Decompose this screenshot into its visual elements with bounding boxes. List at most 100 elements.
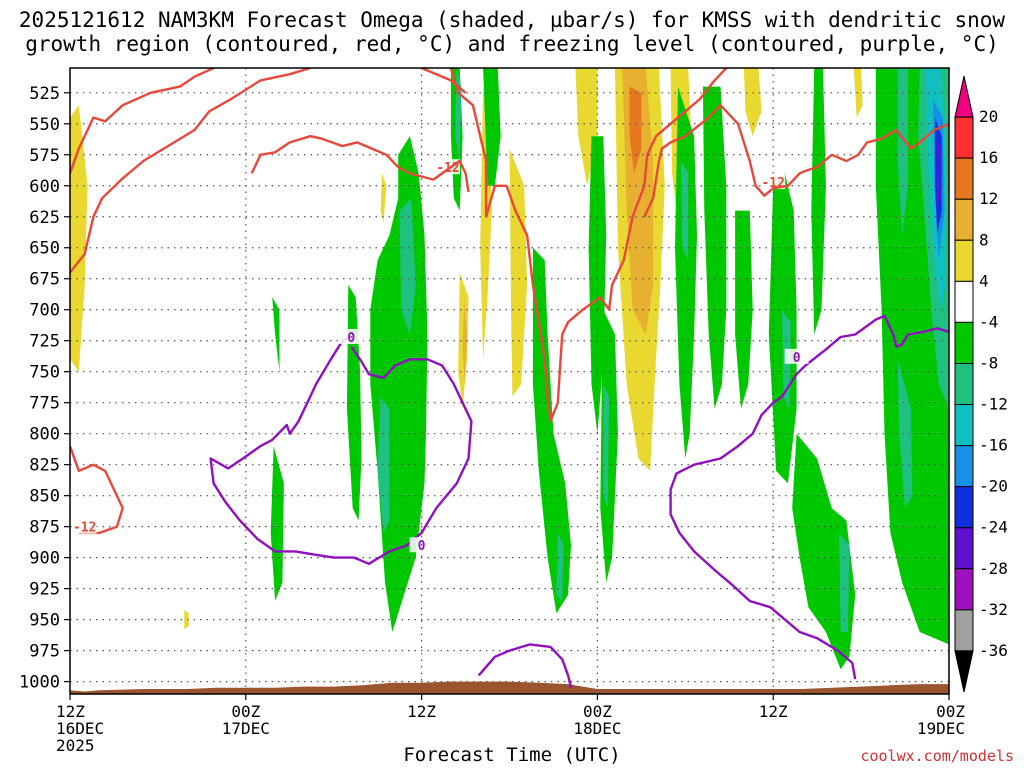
- y-tick-label-675: 675: [29, 270, 60, 290]
- credit-text: coolwx.com/models: [860, 747, 1014, 765]
- colorbar-bin-6: [954, 321, 974, 364]
- omega-region-15: [272, 297, 280, 372]
- freezing-contour-label-2: 0: [793, 351, 801, 366]
- colorbar-bin-1: [954, 116, 974, 159]
- x-tick-label-0-0: 12Z: [56, 702, 85, 721]
- omega-region-45: [936, 136, 941, 211]
- omega-region-21: [532, 247, 571, 614]
- freezing-contour-label-bg-1: [409, 537, 434, 553]
- plot-frame: [69, 67, 950, 695]
- colorbar-label-1: 16: [979, 148, 998, 167]
- y-tick-label-575: 575: [29, 146, 60, 166]
- colorbar-bin-0: [954, 75, 974, 118]
- omega-region-36: [680, 161, 689, 261]
- colorbar-bin-4: [954, 239, 974, 282]
- colorbar-bin-8: [954, 404, 974, 447]
- x-tick-label-0-2: 2025: [56, 736, 95, 755]
- x-tick-label-48-0: 12Z: [759, 702, 788, 721]
- x-tick-label-24-0: 12Z: [407, 702, 436, 721]
- colorbar-label-3: 8: [979, 230, 989, 249]
- colorbar-label-13: -36: [979, 641, 1008, 660]
- colorbar-bin-9: [954, 445, 974, 488]
- y-tick-label-600: 600: [29, 177, 60, 197]
- omega-region-9: [743, 68, 762, 137]
- omega-region-10: [853, 68, 863, 118]
- omega-region-22: [588, 136, 607, 434]
- omega-region-35: [603, 384, 610, 509]
- omega-region-32: [377, 396, 390, 533]
- omega-region-28: [792, 433, 856, 670]
- omega-region-0: [70, 105, 88, 372]
- omega-shading: [70, 68, 949, 670]
- colorbar-label-10: -24: [979, 518, 1008, 537]
- y-tick-label-700: 700: [29, 301, 60, 321]
- dgz-contour-label-bg-0: [435, 159, 460, 175]
- omega-region-39: [897, 68, 908, 236]
- y-tick-label-950: 950: [29, 611, 60, 631]
- freezing-contour-line-0: [209, 335, 473, 565]
- dgz-contour-line-0: [449, 68, 728, 423]
- terrain-layer: [70, 681, 949, 694]
- omega-region-24: [675, 86, 697, 459]
- omega-region-26: [735, 210, 753, 409]
- freezing-contour-line-3: [477, 643, 573, 689]
- colorbar-label-12: -32: [979, 600, 1008, 619]
- colorbar-bin-2: [954, 157, 974, 200]
- colorbar-label-8: -16: [979, 436, 1008, 455]
- colorbar-bin-10: [954, 486, 974, 529]
- colorbar-label-4: 4: [979, 271, 989, 290]
- colorbar-bin-11: [954, 527, 974, 570]
- dgz-contour-line-3: [70, 68, 215, 174]
- x-tick-label-60-0: 00Z: [936, 702, 965, 721]
- dgz-contour-line-6: [70, 445, 124, 535]
- colorbar-label-6: -8: [979, 353, 998, 372]
- omega-region-13: [462, 297, 467, 385]
- omega-region-17: [346, 284, 362, 521]
- omega-region-1: [184, 609, 189, 630]
- dgz-contour-label-bg-6: [72, 518, 97, 534]
- y-axis: 525 550 575 600 625 650 675 700 725 750 775 800 825 8…: [19, 84, 70, 693]
- colorbar-bin-14: [954, 650, 974, 693]
- colorbar-bin-7: [954, 362, 974, 406]
- omega-region-2: [380, 173, 387, 223]
- omega-region-38: [839, 532, 850, 632]
- colorbar-label-0: 20: [979, 107, 998, 126]
- freezing-contour-label-bg-2: [784, 348, 809, 364]
- y-tick-label-525: 525: [29, 84, 60, 104]
- x-tick-label-60-1: 19DEC: [917, 719, 965, 738]
- chart-title-line1: 2025121612 NAM3KM Forecast Omega (shaded…: [18, 8, 1006, 32]
- y-tick-label-850: 850: [29, 487, 60, 507]
- colorbar-label-5: -4: [979, 312, 998, 331]
- freezing-contours: 0 0 0: [209, 314, 949, 689]
- colorbar-bin-5: [954, 280, 974, 323]
- y-tick-label-900: 900: [29, 549, 60, 569]
- y-tick-label-800: 800: [29, 425, 60, 445]
- x-tick-label-36-0: 00Z: [583, 702, 612, 721]
- colorbar: 20 16 12 8 4 -4 -8 -12 -16 -20 -24 -28 -32 -36: [954, 75, 1008, 693]
- x-tick-label-0-1: 16DEC: [56, 719, 104, 738]
- y-tick-label-1000: 1000: [19, 673, 60, 693]
- omega-region-41: [897, 359, 913, 509]
- y-tick-label-875: 875: [29, 518, 60, 538]
- freezing-contour-label-1: 0: [418, 539, 426, 554]
- colorbar-label-9: -20: [979, 477, 1008, 496]
- colorbar-bin-13: [954, 609, 974, 652]
- terrain-fill: [70, 681, 949, 694]
- colorbar-label-7: -12: [979, 395, 1008, 414]
- omega-region-29: [811, 68, 826, 335]
- omega-region-23: [600, 309, 618, 583]
- x-axis-title: Forecast Time (UTC): [403, 744, 621, 766]
- freezing-contour-line-2: [669, 314, 949, 680]
- omega-region-31: [399, 198, 416, 335]
- y-tick-label-975: 975: [29, 642, 60, 662]
- y-tick-label-725: 725: [29, 332, 60, 352]
- omega-region-34: [556, 532, 564, 601]
- dgz-contour-label-6: -12: [73, 521, 96, 536]
- dgz-contours: -12-12-12: [70, 68, 949, 536]
- y-tick-label-625: 625: [29, 208, 60, 228]
- x-tick-label-12-1: 17DEC: [222, 719, 270, 738]
- dgz-contour-line-4: [250, 135, 470, 193]
- omega-region-14: [629, 86, 642, 174]
